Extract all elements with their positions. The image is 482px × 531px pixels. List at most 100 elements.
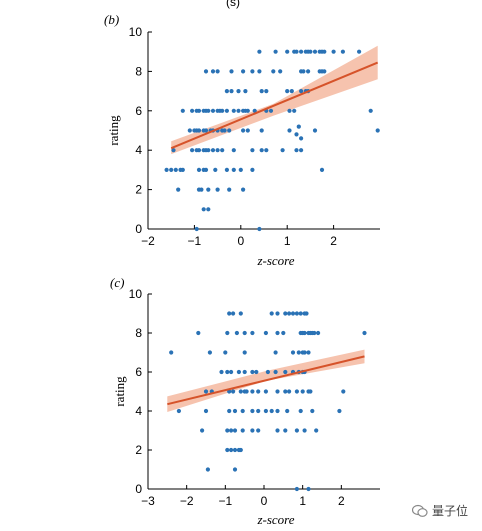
data-point: [223, 350, 228, 355]
data-point: [283, 389, 288, 394]
data-point: [250, 167, 255, 172]
data-point: [269, 311, 274, 316]
data-point: [254, 369, 259, 375]
data-point: [312, 49, 318, 54]
data-point: [242, 330, 247, 336]
data-point: [222, 128, 227, 133]
data-point: [257, 49, 262, 54]
data-point: [257, 69, 262, 74]
x-tick-label: 0: [261, 494, 268, 508]
data-point: [264, 148, 269, 153]
watermark-text: 量子位: [431, 504, 468, 518]
data-point: [231, 108, 236, 113]
data-point: [294, 428, 299, 433]
data-point: [301, 69, 306, 74]
x-tick-label: 0: [237, 234, 244, 248]
confidence-band: [171, 45, 378, 155]
data-point: [319, 167, 325, 172]
data-point: [203, 389, 209, 394]
data-point: [241, 128, 246, 133]
data-point: [234, 330, 239, 336]
data-point: [308, 389, 313, 394]
data-point: [250, 408, 255, 414]
data-point: [224, 89, 229, 94]
data-point: [229, 447, 234, 453]
y-axis-label: rating: [112, 376, 127, 407]
data-point: [368, 108, 373, 113]
data-point: [268, 108, 274, 113]
panel-label: (c): [110, 275, 124, 290]
data-point: [169, 167, 174, 172]
x-tick-label: −2: [141, 234, 155, 248]
data-point: [283, 369, 288, 375]
y-tick-label: 4: [135, 143, 142, 157]
data-point: [205, 467, 210, 472]
data-point: [196, 128, 202, 133]
data-point: [294, 486, 299, 492]
data-point: [302, 428, 307, 433]
y-tick-label: 6: [135, 104, 142, 118]
data-point: [290, 311, 296, 316]
x-tick-label: 1: [299, 494, 306, 508]
data-point: [302, 330, 307, 336]
data-point: [243, 89, 248, 94]
data-point: [232, 447, 238, 453]
data-point: [294, 132, 299, 137]
data-point: [263, 389, 268, 394]
data-point: [294, 311, 299, 316]
data-point: [220, 148, 225, 153]
data-point: [215, 148, 220, 153]
data-point: [200, 428, 205, 433]
wechat-logo-icon: [411, 504, 428, 517]
data-point: [275, 389, 280, 394]
data-point: [227, 128, 232, 133]
regression-line: [167, 355, 365, 406]
data-point: [322, 49, 327, 54]
y-tick-label: 6: [135, 365, 142, 379]
data-point: [199, 187, 204, 192]
data-point: [231, 148, 236, 153]
data-point: [287, 311, 292, 316]
data-point: [312, 128, 318, 133]
data-point: [169, 350, 174, 355]
data-point: [232, 467, 238, 472]
data-point: [299, 49, 304, 54]
data-point: [238, 167, 243, 172]
data-point: [275, 408, 280, 414]
data-point: [238, 311, 243, 316]
data-point: [275, 428, 280, 433]
data-point: [300, 389, 305, 394]
y-tick-label: 10: [129, 25, 143, 39]
data-point: [227, 187, 232, 192]
data-point: [232, 408, 238, 414]
regression-line: [170, 61, 379, 150]
data-point: [287, 108, 292, 113]
data-point: [306, 486, 311, 492]
data-point: [196, 167, 202, 172]
data-point: [275, 330, 280, 336]
data-point: [250, 69, 255, 74]
data-point: [196, 108, 202, 113]
data-point: [281, 330, 286, 336]
data-point: [171, 148, 176, 153]
y-tick-label: 10: [129, 287, 143, 301]
data-point: [250, 148, 255, 153]
data-point: [310, 408, 315, 414]
data-point: [375, 128, 380, 133]
data-point: [244, 389, 249, 394]
data-point: [206, 148, 211, 153]
data-point: [290, 350, 296, 355]
data-point: [219, 369, 224, 375]
data-point: [190, 148, 195, 153]
data-point: [231, 311, 236, 316]
x-axis-label: z-score: [256, 512, 294, 527]
data-point: [285, 408, 290, 414]
top-fragment-text: (s): [226, 0, 240, 9]
data-point: [283, 428, 288, 433]
data-point: [306, 350, 311, 355]
data-point: [180, 108, 185, 113]
data-point: [298, 408, 303, 414]
data-point: [299, 136, 304, 141]
data-point: [241, 69, 246, 74]
